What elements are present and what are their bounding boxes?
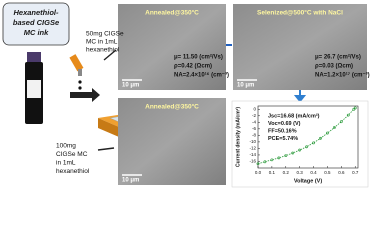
label: 100mg [56,143,76,150]
data-point [298,148,302,152]
data-line [257,107,356,165]
label: in 1mL [56,160,76,167]
sem-image [118,98,226,185]
scale-label: 10 μm [237,83,254,89]
data-point [263,160,267,164]
data-point [326,131,329,135]
x-tick-label: 0.7 [352,170,359,175]
y-tick-label: -6 [252,126,256,131]
annotation: FF=50.16% [268,128,297,134]
y-tick-label: -12 [249,146,256,151]
label: MC in 1mL [86,39,118,46]
label: hexanethiol [56,168,90,175]
ink-box [2,2,70,46]
label: CIGSe MC [56,151,88,158]
data-point [339,120,343,124]
annotation: Jsc=16.68 (mA/cm²) [268,112,320,119]
x-tick-label: 0.4 [310,170,317,175]
dropper [69,54,84,72]
y-tick-label: -2 [252,113,256,118]
property: μ= 26.7 (cm²/Vs) [315,54,361,61]
arrow [293,90,307,103]
scale-label: 10 μm [122,83,139,89]
data-point [312,141,315,145]
sem-image [233,4,367,90]
droplet [78,80,82,84]
property: ρ=0.03 (Ωcm) [315,64,353,70]
x-tick-label: 0.6 [338,170,345,175]
plot-frame [257,105,359,169]
vial-label [27,80,41,98]
x-tick-label: 0.3 [297,170,304,175]
arrow [97,147,115,151]
x-axis-label: Voltage (V) [294,178,322,184]
arrow [70,88,100,102]
label: based CIGSe [13,18,59,27]
data-point [332,126,336,129]
y-tick-label: -4 [252,120,256,125]
property: ρ=0.42 (Ωcm) [174,64,212,70]
y-tick-label: -14 [249,152,256,157]
droplet [78,86,82,90]
y-axis-label: Current density (mA/cm²) [235,107,241,167]
property: NA=1.2×10¹⁷ (cm⁻³) [315,72,370,79]
x-tick-label: 0.5 [324,170,331,175]
data-point [353,106,357,110]
x-tick-label: 0.1 [269,170,276,175]
data-point [256,162,260,166]
x-tick-label: 0.0 [255,170,262,175]
property: μ= 11.50 (cm²/Vs) [174,54,223,61]
label: MC ink [24,28,49,37]
data-point [346,113,350,117]
label: 50mg CIGSe [86,31,124,38]
vial-cap [27,52,41,62]
property: NA=2.4×10¹⁶ (cm⁻³) [174,72,229,79]
arrow [103,49,117,61]
y-tick-label: -16 [249,159,256,164]
sem-image [118,4,226,90]
panel-title: Annealed@350°C [145,103,199,111]
y-tick-label: -10 [249,139,256,144]
x-tick-label: 0.2 [283,170,290,175]
data-point [291,151,295,155]
data-point [284,154,288,158]
data-point [270,158,274,162]
scale-label: 10 μm [122,178,139,184]
label: Hexanethiol- [13,8,59,17]
label: hexanethiol [86,47,120,54]
data-point [277,156,281,160]
dropper-tip [78,69,82,76]
annotation: Voc=0.69 (V) [268,121,301,127]
y-tick-label: -8 [252,133,256,138]
annotation: PCE=5.74% [268,136,298,142]
panel-title: Selenized@500°C with NaCl [257,9,343,17]
y-tick-label: 0 [253,106,256,111]
data-point [305,145,309,149]
chart-panel [231,100,369,188]
data-point [319,136,322,140]
panel-title: Annealed@350°C [145,9,199,17]
